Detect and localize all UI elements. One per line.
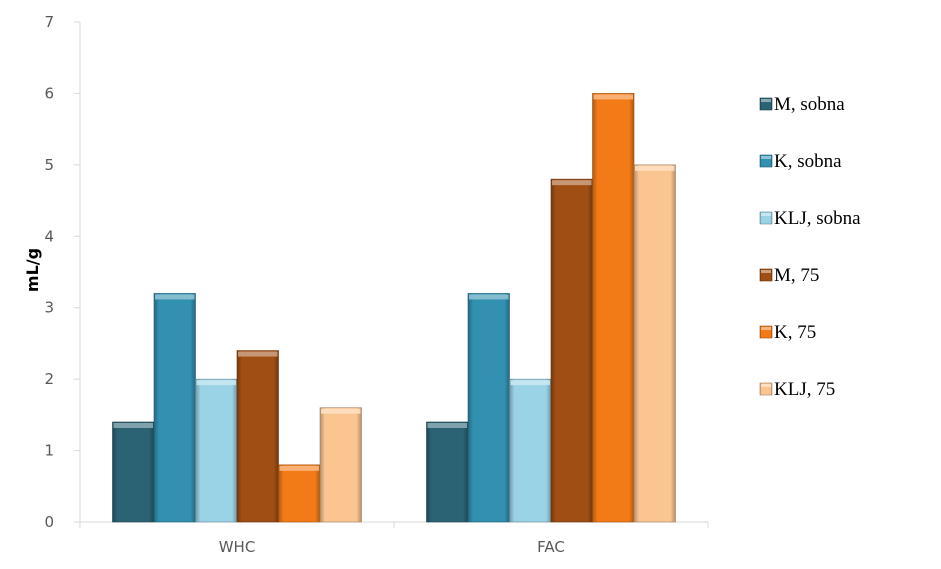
legend-swatch-highlight xyxy=(761,327,771,330)
bar-top-highlight xyxy=(279,465,319,471)
legend-label: KLJ, 75 xyxy=(774,379,835,400)
legend-swatch-highlight xyxy=(761,99,771,102)
legend-label: KLJ, sobna xyxy=(774,208,861,229)
legend-label: M, 75 xyxy=(774,265,819,286)
y-tick-label: 5 xyxy=(44,156,54,174)
y-tick-label: 0 xyxy=(44,513,54,531)
legend: M, sobna K, sobna KLJ, sobna M, 75 K, 75 KLJ,… xyxy=(759,94,861,400)
legend-swatch-highlight xyxy=(761,384,771,387)
legend-swatch-highlight xyxy=(761,213,771,216)
x-category-label: FAC xyxy=(537,538,565,556)
bar-whc-0 xyxy=(112,421,155,523)
bar-fac-4 xyxy=(592,93,635,523)
legend-swatch-highlight xyxy=(761,156,771,159)
bar-whc-3 xyxy=(236,350,279,523)
legend-label: K, sobna xyxy=(774,151,842,172)
y-axis-title: mL/g xyxy=(23,248,42,292)
y-tick-label: 2 xyxy=(44,370,54,388)
bar-fac-0 xyxy=(426,421,469,523)
bar-top-highlight xyxy=(552,180,592,186)
bar-top-highlight xyxy=(155,294,195,300)
bar-top-highlight xyxy=(635,165,675,171)
bar-top-highlight xyxy=(238,351,278,357)
legend-label: K, 75 xyxy=(774,322,816,343)
bar-fac-5 xyxy=(633,164,676,523)
bar-top-highlight xyxy=(321,408,361,414)
bar-top-highlight xyxy=(510,380,550,386)
y-tick-label: 6 xyxy=(44,84,54,102)
y-tick-label: 4 xyxy=(44,227,54,245)
bar-top-highlight xyxy=(427,423,467,428)
bar-whc-2 xyxy=(195,378,238,523)
bar-top-highlight xyxy=(196,380,236,386)
bar-top-highlight xyxy=(593,94,633,100)
bar-top-highlight xyxy=(113,423,153,428)
y-tick-label: 7 xyxy=(44,13,54,31)
bar-fac-3 xyxy=(550,178,593,523)
bar-top-highlight xyxy=(469,294,509,300)
legend-label: M, sobna xyxy=(774,94,845,115)
bar-whc-5 xyxy=(319,407,362,523)
bars xyxy=(112,93,676,523)
bar-whc-1 xyxy=(153,293,196,523)
axis-labels: 0 1 2 3 4 5 6 7 WHC FAC xyxy=(44,13,564,556)
x-category-label: WHC xyxy=(219,538,256,556)
bar-fac-2 xyxy=(509,378,552,523)
y-tick-label: 3 xyxy=(44,299,54,317)
bar-fac-1 xyxy=(467,293,510,523)
bar-whc-4 xyxy=(278,464,321,523)
legend-swatch-highlight xyxy=(761,270,771,273)
y-tick-label: 1 xyxy=(44,442,54,460)
